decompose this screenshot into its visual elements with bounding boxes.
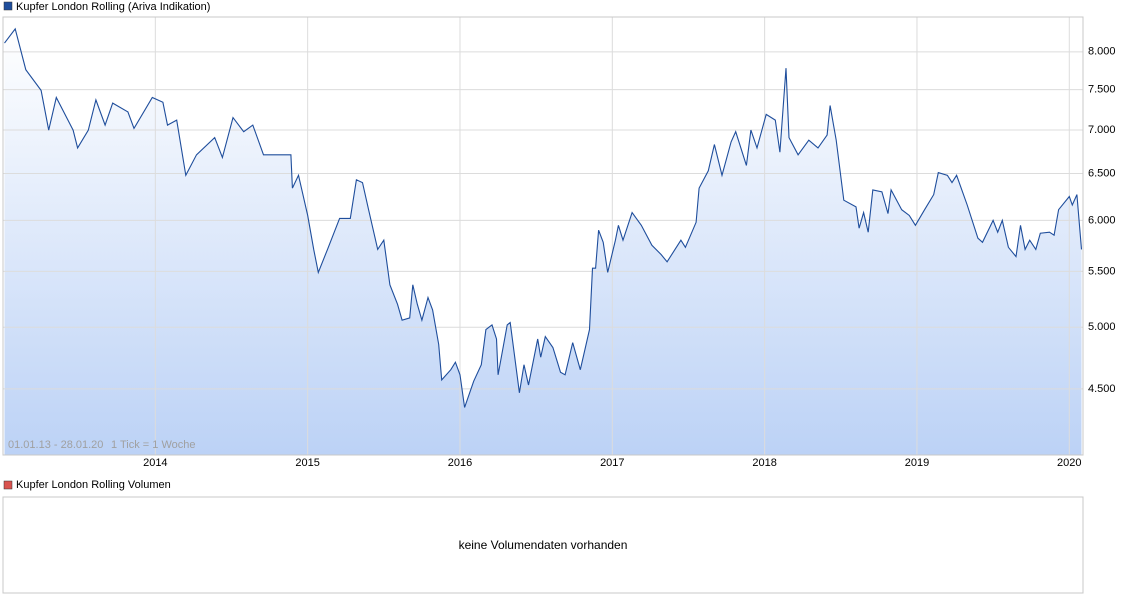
x-tick-label: 2014 (143, 457, 167, 469)
x-tick-label: 2015 (295, 457, 319, 469)
legend-label: Kupfer London Rolling (Ariva Indikation) (16, 1, 210, 13)
x-tick-label: 2019 (905, 457, 929, 469)
range-note: 01.01.13 - 28.01.20 (8, 439, 103, 451)
y-tick-label: 4.500 (1088, 383, 1116, 395)
y-tick-label: 5.500 (1088, 265, 1116, 277)
y-tick-label: 6.000 (1088, 214, 1116, 226)
y-tick-label: 6.500 (1088, 167, 1116, 179)
volume-message: keine Volumendaten vorhanden (459, 538, 628, 552)
x-tick-label: 2016 (448, 457, 472, 469)
area-fill (4, 28, 1082, 456)
y-tick-label: 7.000 (1088, 124, 1116, 136)
tick-note: 1 Tick = 1 Woche (111, 439, 195, 451)
volume-frame (2, 496, 1084, 594)
x-tick-label: 2018 (752, 457, 776, 469)
y-tick-label: 7.500 (1088, 84, 1116, 96)
plot-frame (2, 16, 1084, 456)
legend-swatch (3, 480, 13, 490)
volume-legend-label: Kupfer London Rolling Volumen (16, 479, 171, 491)
y-tick-label: 5.000 (1088, 321, 1116, 333)
legend-swatch (3, 1, 13, 11)
price-line (4, 27, 1083, 408)
y-tick-label: 8.000 (1088, 46, 1116, 58)
x-tick-label: 2017 (600, 457, 624, 469)
x-tick-label: 2020 (1057, 457, 1081, 469)
